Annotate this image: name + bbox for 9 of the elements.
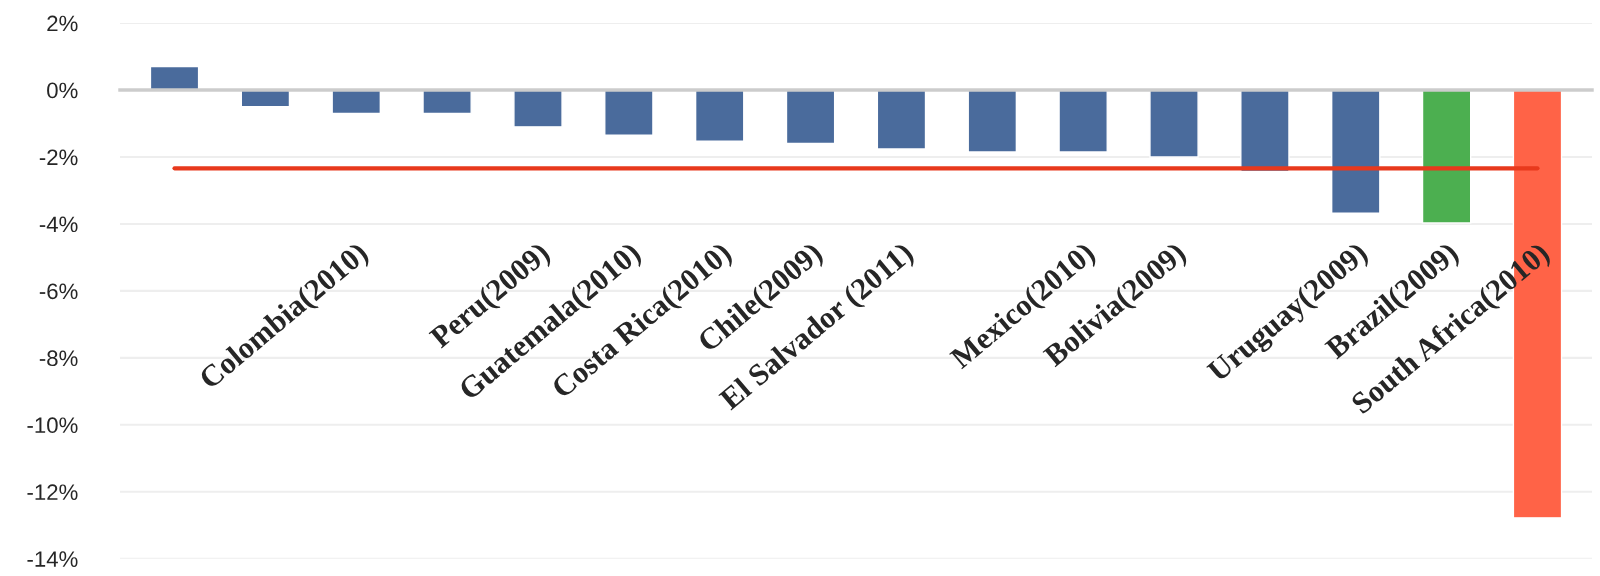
y-tick-label: -4% xyxy=(39,216,78,233)
y-tick-label: -2% xyxy=(39,149,78,166)
y-tick-label: 2% xyxy=(47,15,78,32)
y-tick-label: 0% xyxy=(47,82,78,99)
y-tick-label: -10% xyxy=(27,417,78,434)
y-tick-label: -8% xyxy=(39,350,78,367)
y-tick-label: -6% xyxy=(39,283,78,300)
y-tick-label: -14% xyxy=(27,551,78,567)
y-tick-label: -12% xyxy=(27,484,78,500)
